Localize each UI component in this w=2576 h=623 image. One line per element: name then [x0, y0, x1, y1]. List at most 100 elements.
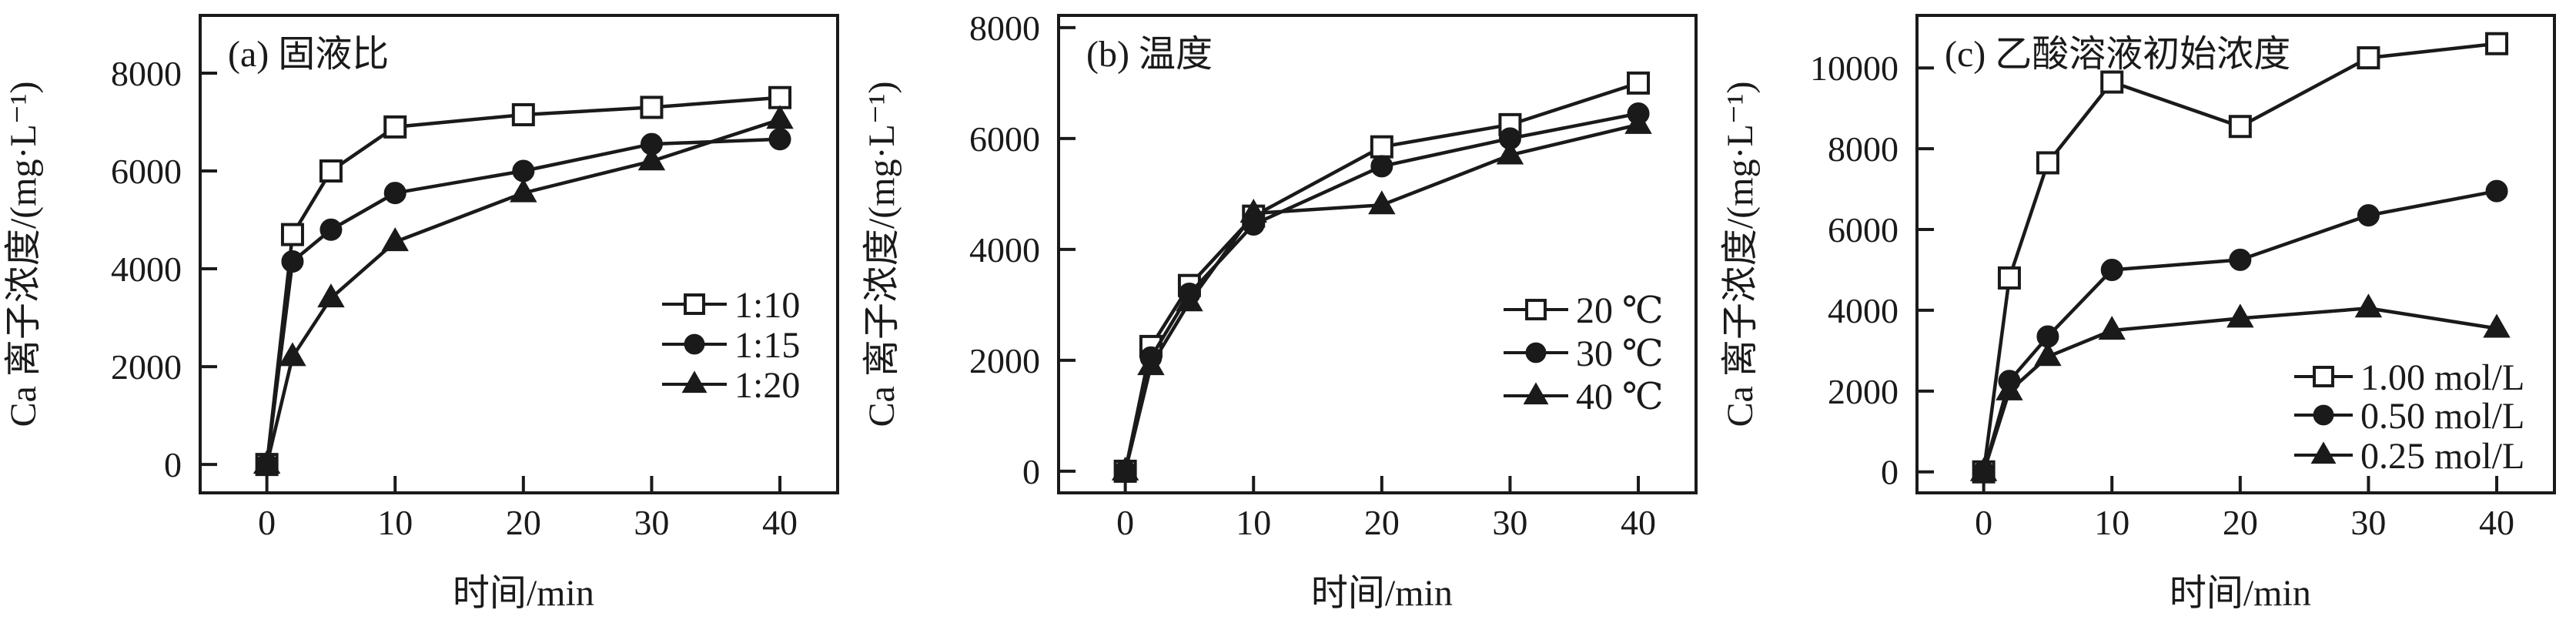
triangle-filled-marker: [1969, 457, 1998, 481]
legend-label: 30 ℃: [1576, 333, 1664, 374]
square-open-marker: [280, 223, 304, 246]
square-open-marker: [2100, 70, 2124, 94]
triangle-filled-marker: [253, 450, 281, 474]
x-tick-label: 30: [1492, 503, 1527, 542]
y-tick-label: 2000: [1828, 372, 1899, 411]
y-tick-label: 2000: [969, 341, 1040, 380]
y-axis: 0 2000 4000 6000 8000: [111, 54, 217, 484]
circle-filled-marker: [319, 218, 343, 241]
circle-filled-marker: [2485, 179, 2508, 203]
triangle-filled-marker: [1496, 140, 1524, 165]
square-open-marker: [511, 102, 535, 126]
triangle-filled-marker: [2483, 313, 2511, 338]
chart-b-canvas: 0 10 20 30 40 0 2000 4000 6000 8000 时间/min Ca 离子浓度/…: [861, 8, 1698, 614]
x-tick-label: 0: [1975, 503, 1992, 542]
x-tick-label: 30: [2350, 503, 2386, 542]
circle-filled-marker: [383, 182, 406, 205]
legend-label: 1:15: [734, 325, 800, 366]
square-open-marker: [2485, 32, 2509, 55]
legend-triangle-filled: [681, 370, 708, 394]
triangle-filled-marker: [1137, 351, 1165, 376]
plot-frame: [1915, 14, 2556, 494]
x-tick-label: 0: [258, 503, 276, 542]
legend-label: 0.50 mol/L: [2360, 396, 2524, 437]
y-tick-label: 4000: [969, 230, 1040, 270]
circle-filled-marker: [512, 159, 535, 183]
y-tick-label: 4000: [111, 250, 182, 289]
square-open-marker: [1997, 266, 2021, 290]
chart-panel-c: 0 10 20 30 40 0 2000 4000 6000 8000 10000 时间/min Ca …: [1717, 0, 2576, 623]
y-tick-label: 4000: [1828, 291, 1899, 330]
triangle-filled-marker: [1111, 456, 1139, 481]
y-tick-label: 6000: [111, 152, 182, 191]
legend-triangle-filled: [2310, 441, 2337, 464]
series-markers-0: [255, 85, 792, 477]
circle-filled-marker: [1370, 155, 1393, 178]
x-axis: 0 10 20 30 40: [1975, 476, 2514, 542]
chart-panel-a: 0 10 20 30 40 0 2000 4000 6000 8000 时间/min Ca 离子浓度/…: [0, 0, 858, 623]
chart-c-canvas: 0 10 20 30 40 0 2000 4000 6000 8000 10000 时间/min Ca …: [1720, 14, 2556, 614]
legend: 1:101:151:20: [662, 285, 800, 406]
legend-label: 1:10: [734, 285, 800, 326]
square-open-marker: [2036, 151, 2059, 175]
x-tick-label: 40: [762, 503, 798, 542]
y-tick-label: 0: [164, 445, 182, 484]
chart-title: (b) 温度: [1086, 34, 1213, 75]
y-axis: 0 2000 4000 6000 8000: [969, 8, 1076, 491]
y-tick-label: 8000: [111, 54, 182, 93]
circle-filled-marker: [2100, 258, 2123, 281]
chart-panel-b: 0 10 20 30 40 0 2000 4000 6000 8000 时间/min Ca 离子浓度/…: [858, 0, 1717, 623]
triangle-filled-marker: [766, 105, 794, 129]
triangle-filled-marker: [1176, 287, 1203, 312]
square-open-marker: [1370, 135, 1393, 159]
square-open-marker: [383, 115, 407, 139]
x-tick-label: 20: [2223, 503, 2258, 542]
triangle-filled-marker: [637, 146, 666, 171]
triangle-filled-marker: [2354, 293, 2383, 318]
y-axis-title: Ca 离子浓度/(mg·L⁻¹): [861, 82, 902, 427]
legend-triangle-filled: [1523, 382, 1549, 405]
x-tick-label: 20: [1364, 503, 1400, 542]
legend-circle-filled: [1525, 342, 1547, 363]
y-axis-title: Ca 离子浓度/(mg·L⁻¹): [1720, 82, 1761, 427]
legend-label: 20 ℃: [1576, 290, 1664, 331]
y-tick-label: 2000: [111, 347, 182, 387]
legend: 1.00 mol/L0.50 mol/L0.25 mol/L: [2294, 357, 2524, 477]
triangle-filled-marker: [381, 227, 409, 252]
x-tick-label: 30: [634, 503, 669, 542]
legend-label: 1:20: [734, 365, 800, 406]
x-tick-label: 40: [2479, 503, 2514, 542]
square-open-marker: [768, 85, 792, 109]
x-tick-label: 0: [1116, 503, 1134, 542]
x-tick-label: 10: [2094, 503, 2129, 542]
x-axis: 0 10 20 30 40: [1116, 476, 1656, 542]
square-open-marker: [319, 159, 343, 183]
plot-frame: [1057, 14, 1698, 494]
triangle-filled-marker: [510, 178, 537, 203]
chart-a-canvas: 0 10 20 30 40 0 2000 4000 6000 8000 时间/min Ca 离子浓度/…: [3, 14, 839, 614]
x-tick-label: 40: [1621, 503, 1656, 542]
y-axis: 0 2000 4000 6000 8000 10000: [1810, 49, 1934, 492]
legend-circle-filled: [2313, 404, 2334, 426]
square-open-marker: [2228, 115, 2252, 139]
circle-filled-marker: [281, 250, 304, 273]
legend: 20 ℃30 ℃40 ℃: [1504, 290, 1664, 417]
y-tick-label: 0: [1881, 453, 1899, 492]
y-tick-label: 6000: [1828, 210, 1899, 250]
triangle-filled-marker: [279, 342, 306, 367]
legend-square-open: [2313, 366, 2334, 387]
circle-filled-marker: [2229, 248, 2252, 271]
legend-circle-filled: [684, 333, 705, 355]
square-open-marker: [1627, 71, 1651, 95]
series-line-0: [265, 95, 781, 465]
x-tick-label: 20: [506, 503, 541, 542]
legend-label: 0.25 mol/L: [2360, 436, 2524, 477]
y-tick-label: 6000: [969, 119, 1040, 159]
chart-title: (c) 乙酸溶液初始浓度: [1945, 34, 2290, 75]
x-axis-title: 时间/min: [2170, 573, 2311, 614]
triangle-filled-marker: [2226, 303, 2254, 328]
x-axis-title: 时间/min: [1311, 573, 1453, 614]
triangle-filled-marker: [317, 283, 345, 308]
y-tick-label: 8000: [969, 8, 1040, 48]
